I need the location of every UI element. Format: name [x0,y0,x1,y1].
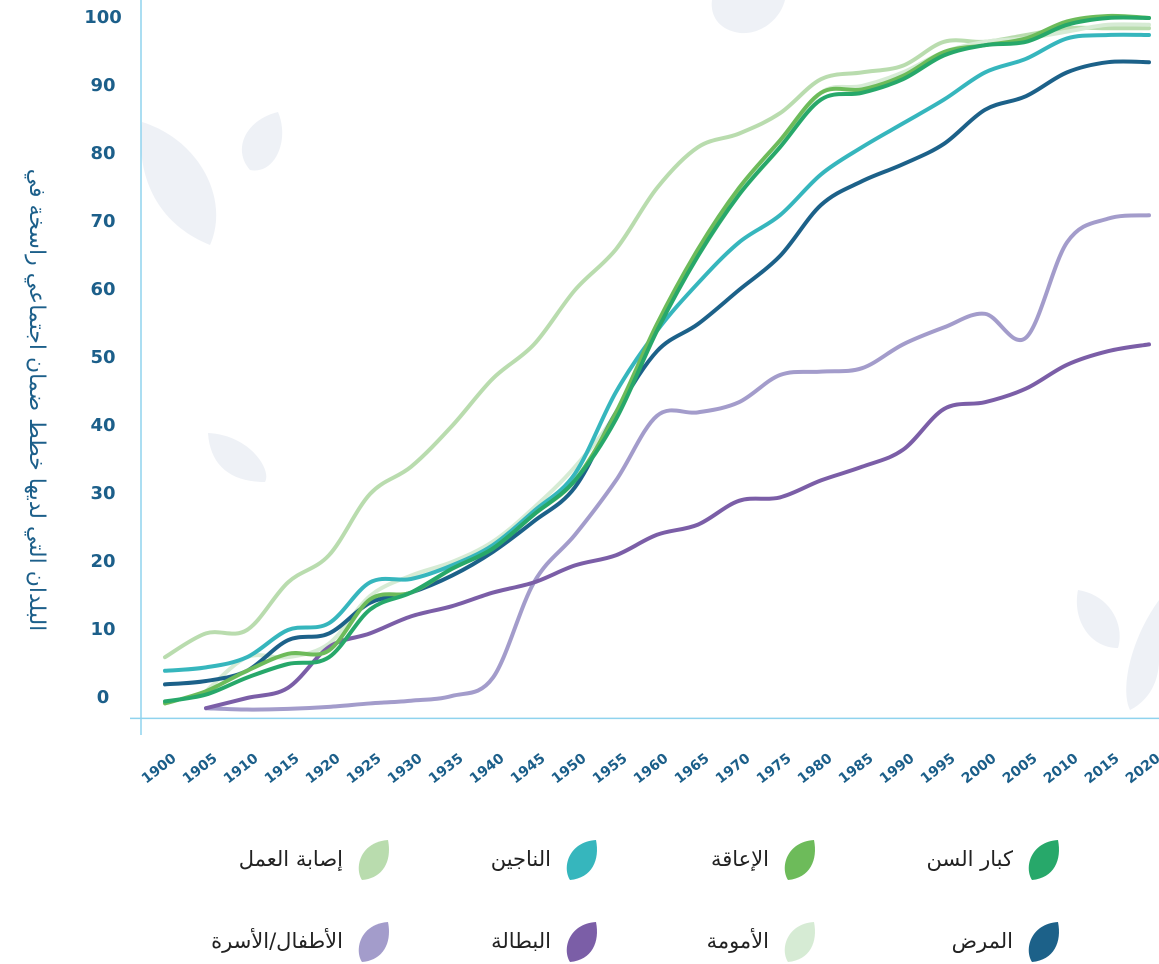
legend-label: الأمومة [707,928,769,953]
legend-swatch [567,922,597,962]
x-tick-label: 1975 [754,751,795,788]
x-tick-label: 1960 [631,750,672,787]
y-tick-label: 70 [90,211,115,232]
y-tick-label: 50 [90,347,115,368]
x-tick-label: 2020 [1123,750,1159,787]
x-tick-label: 1920 [303,750,344,787]
legend-item: الناجين [491,840,597,880]
legend-swatch [1029,840,1059,880]
x-tick-label: 1915 [262,751,303,788]
x-tick-label: 1930 [385,750,426,787]
x-tick-label: 1950 [549,750,590,787]
x-tick-label: 1955 [590,751,631,788]
x-tick-label: 1995 [918,751,959,788]
x-tick-label: 1900 [139,750,180,787]
x-tick-label: 1945 [508,751,549,788]
x-tick-label: 1965 [672,751,713,788]
legend-label: الإعاقة [711,847,769,871]
x-tick-label: 2000 [959,750,1000,787]
y-tick-label: 90 [90,75,115,96]
x-tick-label: 1970 [713,750,754,787]
y-tick-label: 40 [90,415,115,436]
legend-item: البطالة [491,922,597,962]
legend-label: الناجين [491,847,551,871]
legend-swatch [785,922,815,962]
x-tick-label: 1980 [795,750,836,787]
series-line [165,61,1149,684]
decoration [141,0,1159,710]
x-tick-label: 1935 [426,751,467,788]
legend-item: الإعاقة [711,840,815,880]
series-line [165,17,1149,701]
y-tick-label: 20 [90,551,115,572]
legend-label: الأطفال/الأسرة [211,928,343,953]
y-tick-label: 0 [97,687,110,708]
series-line [165,28,1149,658]
legend-swatch [359,922,389,962]
legend-item: الأمومة [707,922,815,962]
x-tick-label: 1905 [180,751,221,788]
x-tick-label: 1985 [836,751,877,788]
legend-label: كبار السن [926,847,1013,871]
y-tick-label: 80 [90,143,115,164]
y-tick-label: 30 [90,483,115,504]
y-tick-label: 60 [90,279,115,300]
series-line [165,16,1149,704]
legend-swatch [567,840,597,880]
legend-label: المرض [952,929,1013,953]
legend-item: الأطفال/الأسرة [211,922,389,962]
legend-item: كبار السن [926,840,1059,880]
x-tick-label: 1910 [221,750,262,787]
series-line [206,24,1149,691]
y-axis-label: البلدان التي لديها خطط ضمان اجتماعي راسخ… [24,169,49,632]
y-tick-label: 100 [84,7,122,28]
legend-swatch [359,840,389,880]
legend-swatch [1029,922,1059,962]
x-tick-label: 2015 [1082,751,1123,788]
legend-label: البطالة [491,929,551,953]
x-tick-label: 1990 [877,750,918,787]
x-tick-label: 1925 [344,751,385,788]
y-tick-label: 10 [90,619,115,640]
x-tick-label: 1940 [467,750,508,787]
legend-item: إصابة العمل [239,840,389,880]
chart: البلدان التي لديها خطط ضمان اجتماعي راسخ… [0,0,1159,964]
x-tick-label: 2010 [1041,750,1082,787]
legend-swatch [785,840,815,880]
legend-label: إصابة العمل [239,847,343,872]
x-tick-label: 2005 [1000,751,1041,788]
legend-item: المرض [952,922,1059,962]
